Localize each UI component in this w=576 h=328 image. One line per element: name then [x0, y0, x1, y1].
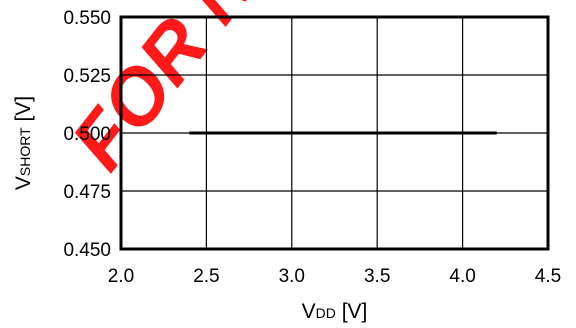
- y-tick-label: 0.550: [63, 8, 111, 29]
- y-axis-label: VSHORT [V]: [12, 96, 35, 190]
- watermark-text: FOR NEW DESIGN: [54, 0, 549, 185]
- watermark: FOR NEW DESIGN: [54, 0, 549, 185]
- y-tick-label: 0.500: [63, 124, 111, 145]
- x-tick-label: 4.0: [449, 266, 475, 287]
- plot-frame: [119, 15, 550, 251]
- x-tick-label: 3.0: [279, 266, 305, 287]
- x-tick-label: 3.5: [364, 266, 390, 287]
- x-tick-label: 2.5: [193, 266, 219, 287]
- y-tick-label: 0.475: [63, 182, 111, 203]
- x-tick-labels: 2.0 2.5 3.0 3.5 4.0 4.5: [108, 266, 561, 287]
- x-tick-label: 2.0: [108, 266, 134, 287]
- x-axis-label: VDD [V]: [302, 300, 368, 323]
- y-tick-labels: 0.450 0.475 0.500 0.525 0.550: [63, 8, 111, 261]
- y-tick-label: 0.450: [63, 240, 111, 261]
- y-tick-label: 0.525: [63, 66, 111, 87]
- x-tick-label: 4.5: [535, 266, 561, 287]
